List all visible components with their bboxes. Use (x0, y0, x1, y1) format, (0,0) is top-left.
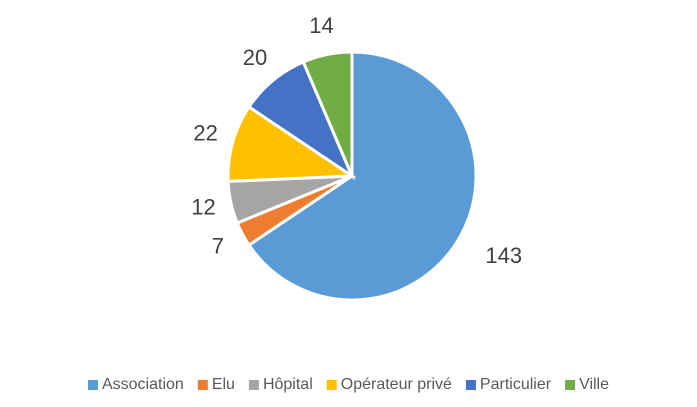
legend-label: Hôpital (263, 376, 313, 393)
legend-label: Opérateur privé (341, 376, 452, 393)
pie-slice (301, 50, 354, 177)
data-label: 22 (193, 121, 217, 146)
legend: Association Elu Hôpital Opérateur privé Part… (87, 376, 609, 393)
data-label: 143 (485, 243, 522, 268)
legend-marker (565, 380, 576, 390)
legend-label: Elu (212, 376, 235, 393)
legend-label: Association (102, 376, 184, 393)
legend-label: Particulier (480, 376, 552, 393)
data-label: 12 (191, 194, 215, 219)
legend-marker (465, 380, 476, 390)
data-label: 14 (309, 13, 333, 38)
legend-marker (87, 380, 98, 390)
data-label: 7 (212, 233, 224, 258)
data-label: 20 (243, 45, 267, 70)
legend-marker (248, 380, 259, 390)
pie-slice (246, 50, 478, 302)
legend-label: Ville (579, 376, 609, 393)
legend-marker (197, 380, 208, 390)
legend-marker (326, 380, 337, 390)
pie-slice (226, 104, 357, 183)
